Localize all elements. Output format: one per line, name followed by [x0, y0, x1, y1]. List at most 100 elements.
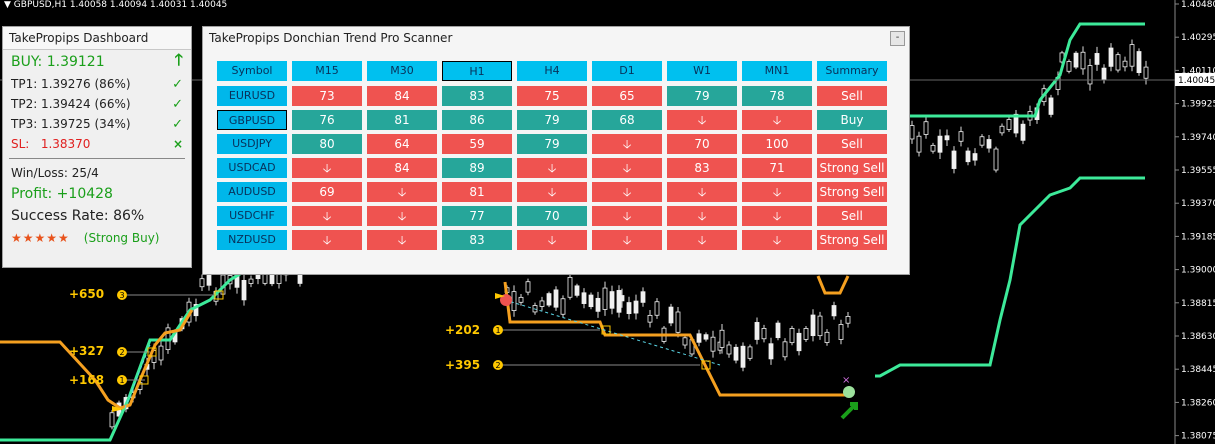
strength-cell[interactable]: 81 — [367, 110, 437, 130]
symbol-button[interactable]: EURUSD — [217, 86, 287, 106]
strength-cell[interactable]: 84 — [367, 158, 437, 178]
down-arrow-icon[interactable]: 🡣 — [667, 182, 737, 202]
header-w1[interactable]: W1 — [667, 61, 737, 81]
strength-cell[interactable]: 83 — [442, 86, 512, 106]
header-symbol[interactable]: Symbol — [217, 61, 287, 81]
down-arrow-icon[interactable]: 🡣 — [667, 206, 737, 226]
down-arrow-icon[interactable]: 🡣 — [592, 230, 662, 250]
symbol-button[interactable]: GBPUSD — [217, 110, 287, 130]
tp-box-5 — [701, 360, 711, 370]
down-arrow-icon[interactable]: 🡣 — [292, 206, 362, 226]
tp-box-3 — [139, 375, 149, 385]
strength-cell[interactable]: 100 — [742, 134, 812, 154]
summary-cell[interactable]: Strong Sell — [817, 230, 887, 250]
strength-cell[interactable]: 79 — [517, 110, 587, 130]
header-m15[interactable]: M15 — [292, 61, 362, 81]
rating-row: ★★★★★ (Strong Buy) — [3, 227, 191, 249]
down-arrow-icon[interactable]: 🡣 — [592, 158, 662, 178]
symbol-button[interactable]: USDCHF — [217, 206, 287, 226]
strength-cell[interactable]: 76 — [292, 110, 362, 130]
strength-cell[interactable]: 59 — [442, 134, 512, 154]
chart-title: ▼ GBPUSD,H1 1.40058 1.40094 1.40031 1.40… — [4, 0, 227, 10]
header-mn1[interactable]: MN1 — [742, 61, 812, 81]
chart-title-text: GBPUSD,H1 1.40058 1.40094 1.40031 1.4004… — [13, 0, 228, 10]
down-arrow-icon[interactable]: 🡣 — [742, 206, 812, 226]
price-axis-label: 1.39555 — [1181, 166, 1215, 176]
down-arrow-icon[interactable]: 🡣 — [517, 158, 587, 178]
collapse-icon[interactable]: ▼ — [4, 0, 14, 10]
donchian-orange-top — [816, 275, 850, 295]
strength-cell[interactable]: 83 — [442, 230, 512, 250]
strength-cell[interactable]: 89 — [442, 158, 512, 178]
header-h1[interactable]: H1 — [442, 61, 512, 81]
strength-cell[interactable]: 64 — [367, 134, 437, 154]
strength-cell[interactable]: 79 — [517, 134, 587, 154]
down-arrow-icon[interactable]: 🡣 — [517, 182, 587, 202]
sl-label: SL: — [11, 137, 30, 151]
tp1-text: TP1: 1.39276 (86%) — [11, 77, 131, 91]
strength-cell[interactable]: 78 — [742, 86, 812, 106]
tp-box-2 — [147, 347, 157, 357]
strength-cell[interactable]: 73 — [292, 86, 362, 106]
header-m30[interactable]: M30 — [367, 61, 437, 81]
summary-cell[interactable]: Strong Sell — [817, 158, 887, 178]
svg-text:3: 3 — [119, 291, 124, 300]
down-arrow-icon[interactable]: 🡣 — [292, 158, 362, 178]
header-summary[interactable]: Summary — [817, 61, 887, 81]
summary-cell[interactable]: Sell — [817, 134, 887, 154]
strength-cell[interactable]: 84 — [367, 86, 437, 106]
down-arrow-icon[interactable]: 🡣 — [292, 230, 362, 250]
strength-cell[interactable]: 77 — [442, 206, 512, 226]
summary-cell[interactable]: Sell — [817, 86, 887, 106]
down-arrow-icon[interactable]: 🡣 — [742, 110, 812, 130]
strength-cell[interactable]: 70 — [667, 134, 737, 154]
trade-profit-label: +395 — [445, 358, 481, 372]
symbol-button[interactable]: AUDUSD — [217, 182, 287, 202]
header-d1[interactable]: D1 — [592, 61, 662, 81]
strength-cell[interactable]: 75 — [517, 86, 587, 106]
down-arrow-icon[interactable]: 🡣 — [367, 230, 437, 250]
down-arrow-icon[interactable]: 🡣 — [367, 182, 437, 202]
down-arrow-icon[interactable]: 🡣 — [592, 182, 662, 202]
star-rating-icon: ★★★★★ — [11, 231, 70, 245]
strength-cell[interactable]: 79 — [667, 86, 737, 106]
strength-cell[interactable]: 70 — [517, 206, 587, 226]
price-axis-label: 1.40110 — [1181, 66, 1215, 76]
strength-cell[interactable]: 68 — [592, 110, 662, 130]
header-h4[interactable]: H4 — [517, 61, 587, 81]
down-arrow-icon[interactable]: 🡣 — [592, 206, 662, 226]
down-arrow-icon[interactable]: 🡣 — [742, 230, 812, 250]
svg-text:1: 1 — [495, 326, 500, 335]
symbol-button[interactable]: USDCAD — [217, 158, 287, 178]
down-arrow-icon[interactable]: 🡣 — [592, 134, 662, 154]
strength-cell[interactable]: 69 — [292, 182, 362, 202]
check-icon: ✓ — [172, 96, 183, 112]
strength-cell[interactable]: 86 — [442, 110, 512, 130]
price-axis-label: 1.39000 — [1181, 266, 1215, 276]
svg-text:1: 1 — [119, 376, 124, 385]
down-arrow-icon[interactable]: 🡣 — [667, 230, 737, 250]
price-axis-label: 1.39185 — [1181, 232, 1215, 242]
price-axis-label: 1.38075 — [1181, 432, 1215, 442]
strength-cell[interactable]: 65 — [592, 86, 662, 106]
buy-entry-dot — [843, 386, 855, 398]
strength-cell[interactable]: 71 — [742, 158, 812, 178]
strength-cell[interactable]: 81 — [442, 182, 512, 202]
buy-arrow-icon — [112, 406, 124, 412]
trade-marker-2: 2 — [117, 347, 127, 357]
summary-cell[interactable]: Strong Sell — [817, 182, 887, 202]
down-arrow-icon[interactable]: 🡣 — [667, 110, 737, 130]
down-arrow-icon[interactable]: 🡣 — [367, 206, 437, 226]
summary-cell[interactable]: Buy — [817, 110, 887, 130]
minimize-button[interactable]: - — [890, 31, 905, 46]
strength-cell[interactable]: 83 — [667, 158, 737, 178]
down-arrow-icon[interactable]: 🡣 — [742, 182, 812, 202]
symbol-button[interactable]: NZDUSD — [217, 230, 287, 250]
down-arrow-icon[interactable]: 🡣 — [517, 230, 587, 250]
summary-cell[interactable]: Sell — [817, 206, 887, 226]
profit: Profit: +10428 — [11, 186, 113, 202]
strength-cell[interactable]: 80 — [292, 134, 362, 154]
symbol-button[interactable]: USDJPY — [217, 134, 287, 154]
donchian-lower-line — [0, 309, 194, 410]
check-icon: ✓ — [172, 116, 183, 132]
